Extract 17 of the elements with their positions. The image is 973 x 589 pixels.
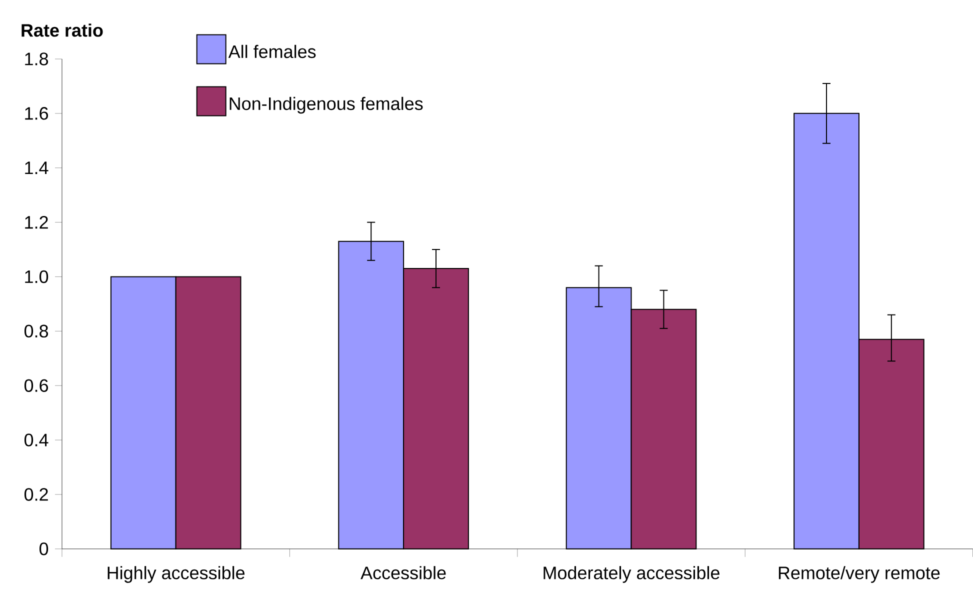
legend-label: All females bbox=[228, 44, 316, 58]
y-tick-label: 0.4 bbox=[24, 434, 48, 446]
y-tick-label: 0.8 bbox=[24, 324, 48, 338]
legend-label: Non-Indigenous females bbox=[230, 96, 423, 114]
y-tick-label: 1.8 bbox=[25, 52, 48, 66]
y-tick-label: 1.4 bbox=[25, 162, 48, 174]
y-tick-label: 0 bbox=[39, 542, 48, 556]
y-tick-label: 0.2 bbox=[24, 488, 48, 501]
x-tick-label: Highly accessible bbox=[108, 566, 245, 583]
y-tick-label: 1.2 bbox=[25, 216, 48, 229]
x-tick-label: Remote/very remote bbox=[778, 566, 940, 583]
x-tick-label: Accessible bbox=[360, 566, 446, 580]
x-tick-label: Moderately accessible bbox=[544, 566, 720, 583]
y-tick-label: 1.0 bbox=[25, 270, 48, 284]
y-tick-label: 1.6 bbox=[25, 107, 48, 120]
y-tick-label: 0.6 bbox=[24, 379, 48, 392]
y-axis-title: Rate ratio bbox=[22, 24, 103, 37]
